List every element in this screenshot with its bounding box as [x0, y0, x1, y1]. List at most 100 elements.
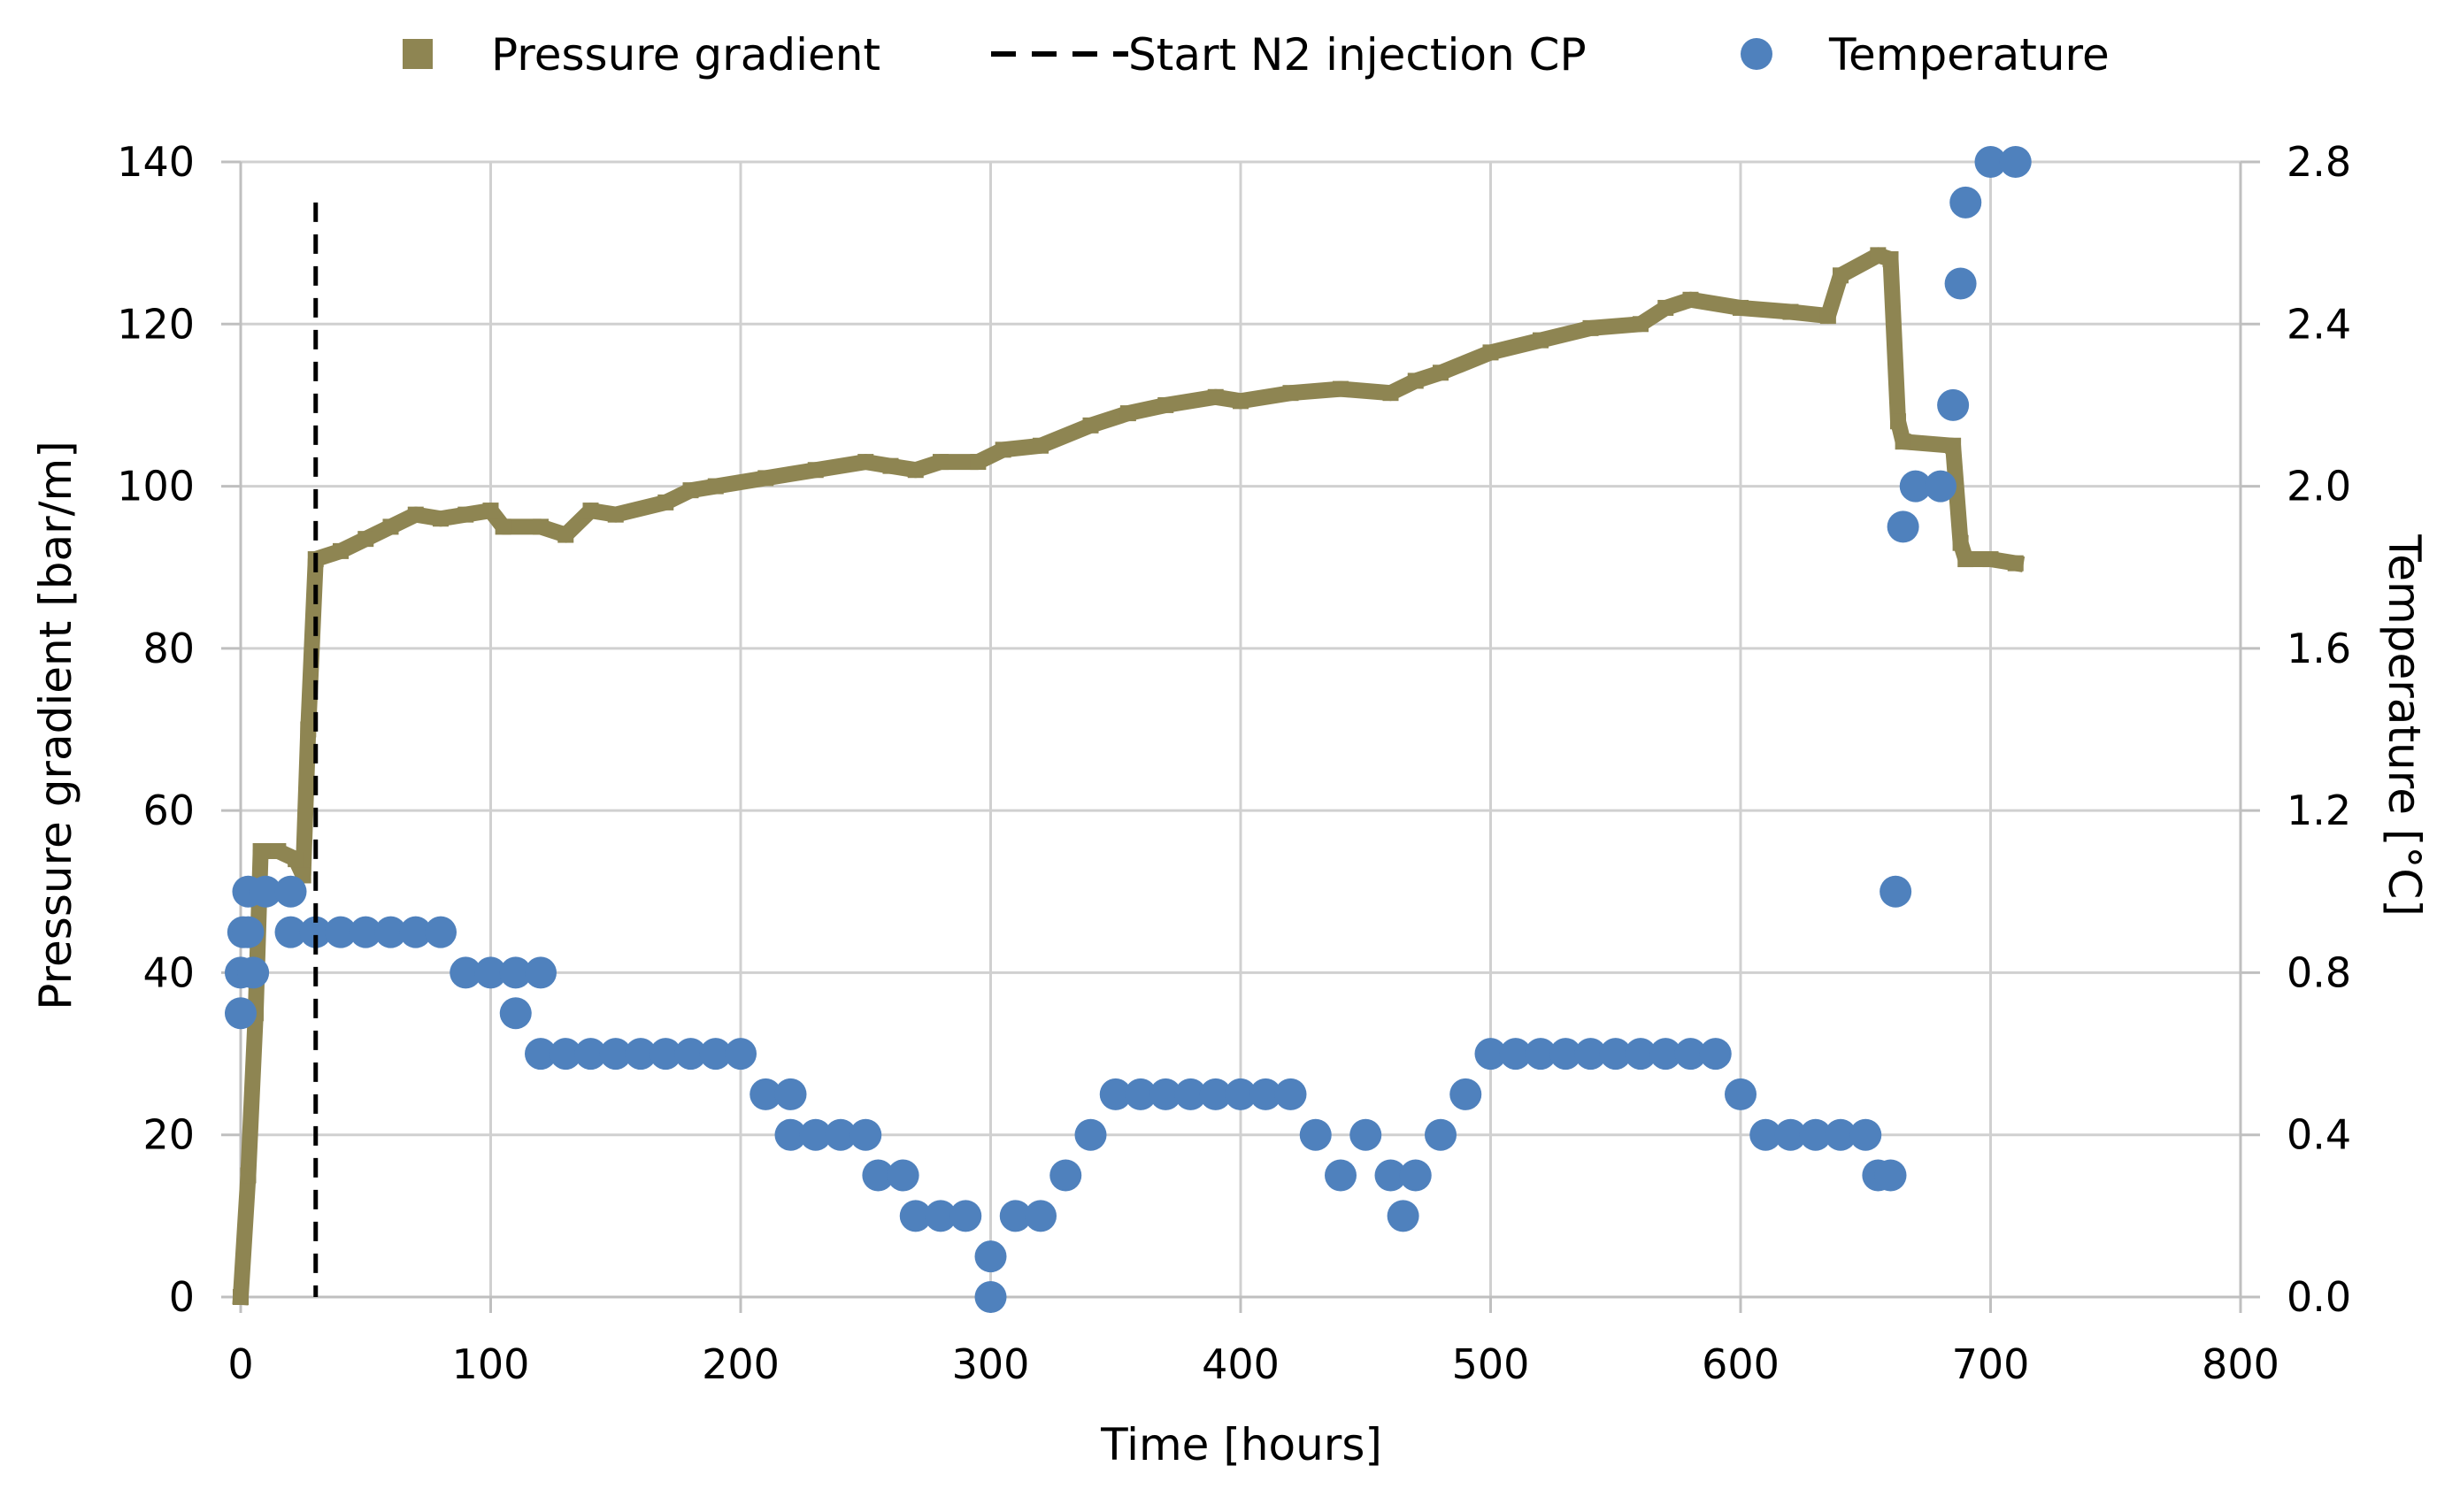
- pressure-gradient-point: [1882, 250, 1899, 267]
- temperature-point: [1974, 146, 2007, 178]
- temperature-point: [1474, 1038, 1507, 1071]
- x-tick-label: 200: [702, 1340, 780, 1388]
- pressure-gradient-point: [1733, 299, 1749, 316]
- pressure-gradient-point: [233, 1289, 249, 1305]
- pressure-gradient-series: [232, 247, 2026, 1306]
- pressure-gradient-point: [252, 842, 269, 859]
- pressure-gradient-point: [933, 454, 949, 471]
- temperature-point: [849, 1118, 882, 1151]
- legend-label-n2-injection: Start N2 injection CP: [1128, 29, 1587, 81]
- temperature-point: [1074, 1118, 1107, 1151]
- pressure-gradient-point: [433, 510, 449, 527]
- temperature-point: [1937, 388, 1970, 421]
- pressure-gradient-point: [970, 454, 987, 471]
- temperature-point: [1274, 1078, 1307, 1110]
- pressure-gradient-point: [682, 482, 699, 499]
- x-tick-label: 600: [1702, 1340, 1780, 1388]
- temperature-point: [1749, 1118, 1782, 1151]
- pressure-gradient-point: [407, 506, 424, 523]
- x-tick-label: 300: [952, 1340, 1030, 1388]
- pressure-gradient-point: [1482, 344, 1499, 361]
- legend-label-temperature: Temperature: [1828, 29, 2110, 81]
- x-axis-title: Time [hours]: [1100, 1419, 1382, 1470]
- temperature-point: [599, 1038, 632, 1071]
- y-left-tick-label: 80: [142, 625, 195, 672]
- y-left-tick-label: 100: [117, 463, 195, 510]
- temperature-point: [625, 1038, 657, 1071]
- temperature-point: [725, 1038, 757, 1071]
- y-right-tick-label: 0.8: [2287, 948, 2351, 996]
- y-left-tick-label: 60: [142, 787, 195, 834]
- pressure-gradient-point: [1333, 380, 1349, 397]
- pressure-gradient-point: [1633, 316, 1649, 333]
- y-right-tick-label: 1.2: [2287, 787, 2351, 834]
- temperature-point: [1674, 1038, 1707, 1071]
- grid: [241, 160, 2242, 1297]
- pressure-gradient-point: [1082, 417, 1099, 434]
- pressure-gradient-point: [1982, 551, 1999, 568]
- y-left-tick-label: 120: [117, 300, 195, 348]
- temperature-point: [1874, 1159, 1907, 1192]
- pressure-gradient-point: [657, 494, 674, 510]
- y-left-tick-label: 0: [169, 1273, 195, 1321]
- legend-label-pressure-gradient: Pressure gradient: [491, 29, 880, 81]
- y-right-tick-label: 0.4: [2287, 1111, 2351, 1159]
- temperature-point: [774, 1118, 807, 1151]
- temperature-point: [250, 875, 282, 908]
- pressure-gradient-point: [1895, 434, 1911, 450]
- temperature-point: [699, 1038, 732, 1071]
- temperature-point: [274, 875, 307, 908]
- temperature-point: [1699, 1038, 1732, 1071]
- pressure-gradient-point: [607, 506, 624, 523]
- temperature-point: [425, 916, 457, 948]
- y-right-tick-label: 0.0: [2287, 1273, 2351, 1321]
- legend-marker-pressure-gradient: [403, 39, 433, 69]
- temperature-point: [299, 916, 332, 948]
- pressure-gradient-point: [1682, 291, 1699, 308]
- temperature-point: [474, 956, 507, 989]
- pressure-gradient-point: [995, 441, 1011, 458]
- pressure-gradient-point: [333, 542, 349, 559]
- temperature-point: [1425, 1118, 1457, 1151]
- pressure-gradient-point: [1157, 396, 1174, 413]
- pressure-gradient-point: [582, 503, 599, 519]
- temperature-point: [1549, 1038, 1582, 1071]
- temperature-series: [225, 146, 2032, 1313]
- temperature-point: [399, 916, 432, 948]
- y-axis-left-title: Pressure gradient [bar/m]: [30, 441, 81, 1009]
- temperature-point: [1374, 1159, 1407, 1192]
- temperature-point: [374, 916, 407, 948]
- pressure-gradient-point: [1119, 405, 1136, 422]
- temperature-point: [1774, 1118, 1807, 1151]
- y-right-tick-label: 1.6: [2287, 625, 2351, 672]
- pressure-gradient-point: [857, 454, 874, 471]
- temperature-point: [750, 1078, 782, 1110]
- temperature-point: [1387, 1200, 1419, 1232]
- pressure-gradient-point: [1889, 413, 1906, 430]
- pressure-gradient-point: [300, 721, 317, 738]
- temperature-point: [1349, 1118, 1382, 1151]
- pressure-gradient-point: [707, 478, 724, 495]
- temperature-point: [525, 1038, 557, 1071]
- pressure-gradient-point: [1657, 299, 1674, 316]
- pressure-gradient-point: [1819, 308, 1836, 325]
- temperature-point: [232, 916, 265, 948]
- temperature-point: [1925, 470, 1956, 503]
- temperature-point: [1325, 1159, 1357, 1192]
- temperature-point: [274, 916, 307, 948]
- pressure-gradient-point: [882, 457, 899, 474]
- temperature-point: [1099, 1078, 1132, 1110]
- temperature-point: [1725, 1078, 1757, 1110]
- temperature-point: [237, 956, 270, 989]
- y-right-tick-label: 2.8: [2287, 138, 2351, 186]
- pressure-gradient-point: [557, 526, 574, 543]
- temperature-point: [325, 916, 357, 948]
- temperature-point: [1999, 146, 2032, 178]
- temperature-point: [1399, 1159, 1432, 1192]
- temperature-point: [999, 1200, 1032, 1232]
- y-right-tick-label: 2.4: [2287, 300, 2351, 348]
- pressure-gradient-point: [1870, 247, 1887, 264]
- temperature-point: [1449, 1078, 1482, 1110]
- pressure-gradient-point: [807, 462, 824, 479]
